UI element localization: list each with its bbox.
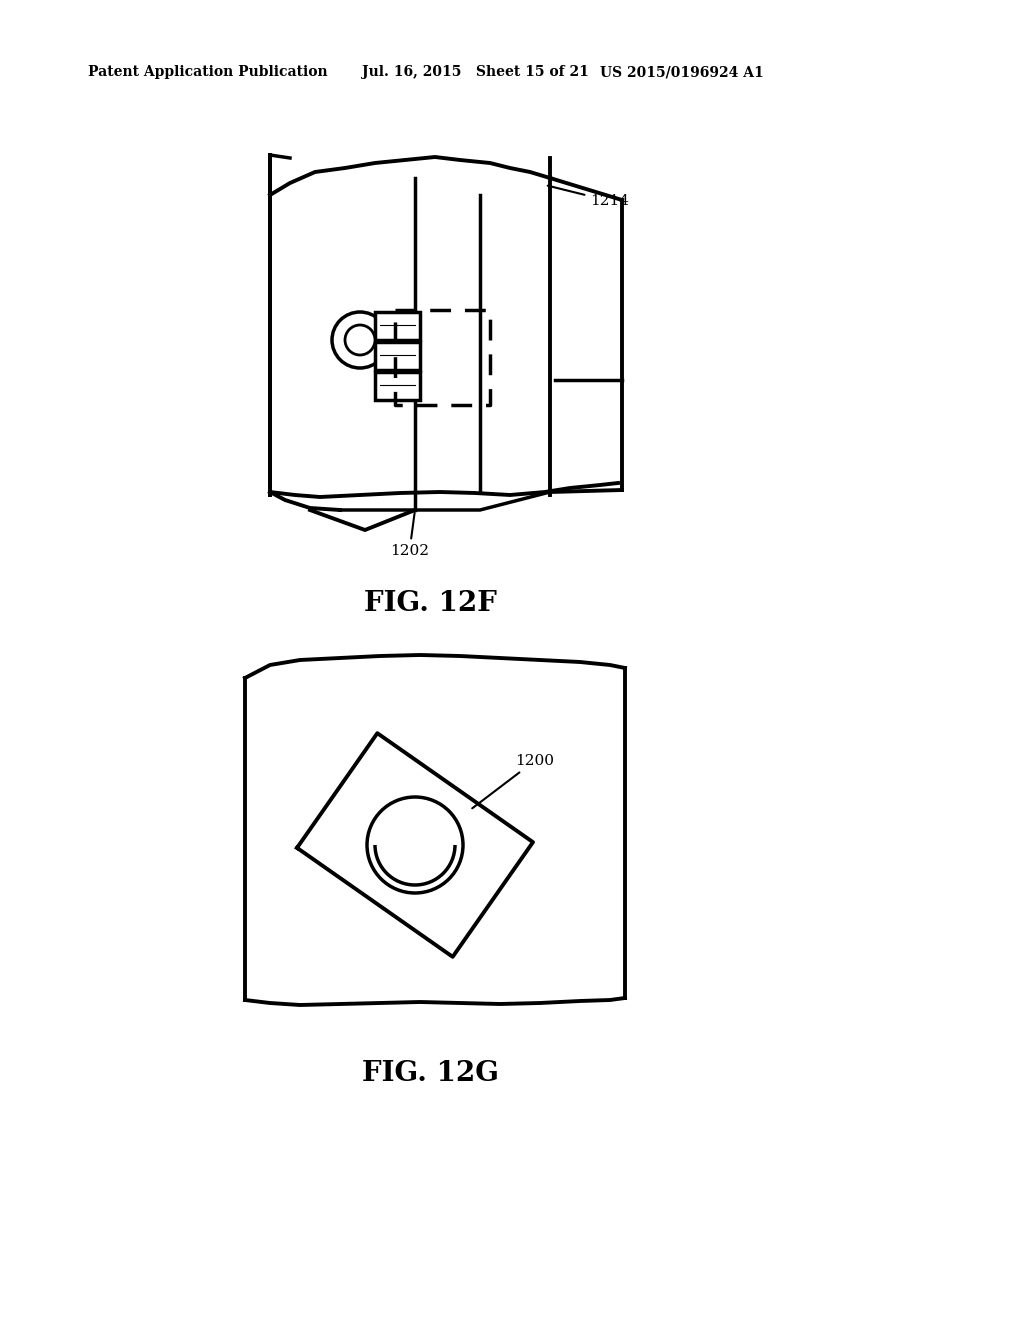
Polygon shape bbox=[297, 733, 532, 957]
Text: Jul. 16, 2015   Sheet 15 of 21: Jul. 16, 2015 Sheet 15 of 21 bbox=[362, 65, 589, 79]
Text: 1202: 1202 bbox=[390, 512, 429, 558]
Circle shape bbox=[332, 312, 388, 368]
Text: Patent Application Publication: Patent Application Publication bbox=[88, 65, 328, 79]
Bar bbox=[375, 342, 420, 370]
Text: 1214: 1214 bbox=[548, 186, 629, 209]
Text: 1200: 1200 bbox=[472, 754, 554, 808]
Circle shape bbox=[345, 325, 375, 355]
Bar bbox=[375, 312, 420, 341]
Text: US 2015/0196924 A1: US 2015/0196924 A1 bbox=[600, 65, 764, 79]
Text: FIG. 12F: FIG. 12F bbox=[364, 590, 497, 616]
Circle shape bbox=[367, 797, 463, 894]
Text: FIG. 12G: FIG. 12G bbox=[361, 1060, 499, 1086]
Bar bbox=[375, 372, 420, 400]
